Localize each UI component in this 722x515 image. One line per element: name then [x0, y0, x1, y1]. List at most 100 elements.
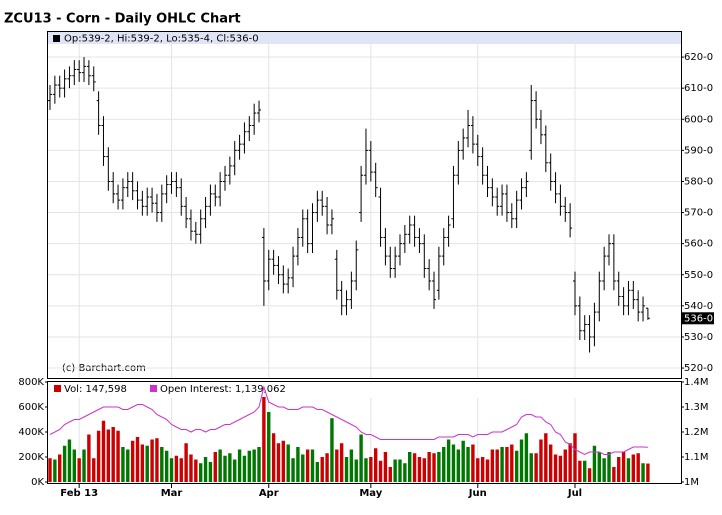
volume-bar [252, 449, 256, 482]
volume-bar [257, 447, 261, 482]
volume-bar [194, 459, 198, 482]
ohlc-bar [563, 197, 568, 222]
x-tick-label: Feb 13 [60, 488, 98, 499]
volume-bar [587, 468, 592, 482]
volume-bar [62, 445, 67, 482]
ohlc-bar [495, 187, 500, 216]
legend-entry: Vol: 147,598 [64, 384, 127, 395]
ohlc-bar [295, 228, 300, 266]
ohlc-bar [558, 184, 563, 216]
volume-bar [505, 447, 509, 482]
ohlc-bar [106, 147, 111, 191]
volume-bar [271, 433, 276, 482]
ohlc-bar [363, 128, 368, 185]
ohlc-bar [388, 246, 393, 278]
y-tick-label: 550-0 [684, 270, 713, 281]
y-tick-label: 600K [18, 402, 44, 413]
price-panel [47, 31, 682, 379]
ohlc-bar [466, 109, 471, 148]
legend-swatch [54, 385, 61, 392]
volume-bar [335, 449, 339, 482]
ohlc-bar [607, 234, 612, 266]
volume-bar [378, 460, 383, 482]
ohlc-bar [271, 249, 276, 275]
ohlc-bar [373, 162, 378, 198]
volume-bar [276, 443, 281, 482]
volume-bar [354, 459, 358, 482]
volume-bar [403, 463, 407, 482]
ohlc-bar [519, 178, 524, 210]
volume-bar [442, 447, 446, 482]
ohlc-bar [159, 184, 164, 222]
volume-bar [58, 454, 62, 482]
volume-bar [524, 433, 529, 482]
ohlc-bar [252, 103, 257, 135]
ohlc-bar [485, 165, 490, 198]
ohlc-bar [446, 215, 451, 247]
x-tick-label: Jun [468, 488, 487, 499]
volume-bar [422, 458, 426, 482]
volume-bar [626, 458, 631, 482]
y2-tick-label: 1.2M [684, 427, 709, 438]
ohlc-bar [130, 172, 135, 201]
ohlc-bar [111, 172, 116, 204]
volume-bar [72, 449, 77, 482]
ohlc-bar [125, 172, 130, 198]
volume-bar [369, 457, 373, 482]
ohlc-bar [631, 280, 636, 309]
volume-bar [568, 443, 572, 482]
volume-bar [432, 453, 436, 482]
ohlc-bar [154, 193, 159, 222]
volume-bar [213, 452, 217, 482]
volume-bar [636, 453, 640, 482]
ohlc-bar [276, 256, 281, 285]
ohlc-bar [208, 184, 213, 216]
ohlc-bar [116, 184, 121, 210]
ohlc-bar [266, 249, 271, 291]
volume-bar [267, 412, 271, 482]
ohlc-bar [592, 302, 597, 347]
volume-bar [514, 450, 519, 482]
volume-bar [237, 449, 242, 482]
ohlc-bar [334, 249, 339, 300]
ohlc-bar [349, 271, 354, 309]
open-interest-line [49, 385, 648, 456]
volume-bar [500, 447, 504, 482]
volume-bar [578, 460, 582, 482]
volume-bar [145, 445, 149, 482]
ohlc-bar [329, 209, 334, 235]
volume-bar [325, 453, 329, 482]
ohlc-bar [432, 271, 437, 309]
volume-bar [539, 439, 543, 482]
volume-bar [534, 453, 538, 482]
y-tick-label: 560-0 [684, 239, 713, 250]
volume-bar [106, 429, 111, 482]
x-tick-label: Apr [259, 488, 279, 499]
header-strip [48, 32, 681, 44]
ohlc-bar [514, 190, 519, 229]
volume-bar [553, 454, 558, 482]
ohlc-bar [227, 156, 232, 185]
volume-bar [301, 454, 305, 482]
ohlc-bar [305, 209, 310, 253]
volume-bar [408, 452, 412, 482]
volume-bar [198, 463, 203, 482]
volume-bar [451, 444, 456, 482]
volume-bar [563, 449, 567, 482]
volume-bar [612, 467, 616, 482]
volume-bar [393, 459, 397, 482]
volume-bar [485, 459, 490, 482]
volume-bar [476, 458, 480, 482]
volume-bar [87, 434, 91, 482]
y-tick-label: 530-0 [684, 332, 713, 343]
ohlc-bar [645, 307, 650, 320]
ohlc-bar [611, 234, 616, 291]
ohlc-bar [198, 209, 203, 244]
volume-bar [490, 449, 495, 482]
volume-bar [646, 463, 650, 482]
ohlc-bar [470, 116, 475, 154]
volume-bar [174, 455, 179, 482]
volume-bar [519, 439, 524, 482]
volume-bar [233, 459, 237, 482]
